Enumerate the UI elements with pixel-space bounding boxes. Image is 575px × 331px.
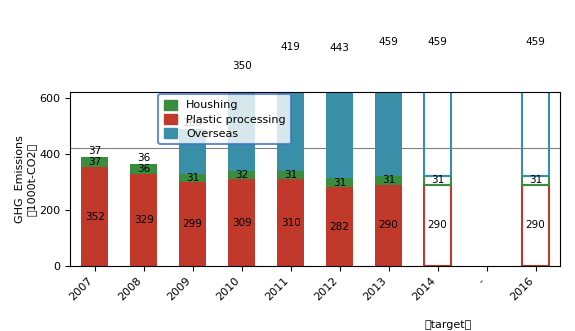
Text: （target）: （target） xyxy=(425,320,472,330)
Bar xyxy=(130,174,157,266)
Text: 31: 31 xyxy=(382,175,395,185)
Bar xyxy=(375,176,402,185)
Text: 290: 290 xyxy=(526,220,545,230)
Text: 299: 299 xyxy=(183,219,202,229)
Bar xyxy=(81,157,108,167)
Bar xyxy=(277,53,304,170)
Bar xyxy=(228,179,255,266)
Bar xyxy=(522,176,549,185)
Bar xyxy=(424,176,451,185)
Text: 459: 459 xyxy=(428,36,447,46)
Bar xyxy=(375,48,402,176)
Bar xyxy=(326,187,353,266)
Text: 31: 31 xyxy=(186,173,200,183)
Bar xyxy=(228,72,255,170)
Bar xyxy=(81,167,108,266)
Text: 443: 443 xyxy=(329,43,350,53)
Text: 282: 282 xyxy=(329,221,350,231)
Text: 290: 290 xyxy=(379,220,398,230)
Text: 459: 459 xyxy=(379,36,398,46)
Text: 350: 350 xyxy=(232,62,251,71)
Text: 459: 459 xyxy=(526,36,546,46)
Text: 36: 36 xyxy=(137,153,150,163)
Bar xyxy=(130,164,157,174)
Text: 31: 31 xyxy=(431,175,444,185)
Bar xyxy=(179,182,206,266)
Text: 352: 352 xyxy=(85,212,105,222)
Bar xyxy=(326,178,353,187)
Text: 329: 329 xyxy=(134,215,154,225)
Bar xyxy=(424,48,451,176)
Bar xyxy=(522,185,549,266)
Bar xyxy=(375,185,402,266)
Text: 290: 290 xyxy=(428,220,447,230)
Bar xyxy=(277,170,304,179)
Bar xyxy=(277,179,304,266)
Bar xyxy=(179,173,206,182)
Text: 31: 31 xyxy=(333,178,346,188)
Text: 37: 37 xyxy=(88,157,101,167)
Y-axis label: GHG  Emissions
（1000t-CO2）: GHG Emissions （1000t-CO2） xyxy=(15,135,37,223)
Text: 32: 32 xyxy=(235,170,248,180)
Legend: Houshing, Plastic processing, Overseas: Houshing, Plastic processing, Overseas xyxy=(158,94,292,144)
Text: 160: 160 xyxy=(183,118,202,128)
Text: 309: 309 xyxy=(232,218,251,228)
Bar xyxy=(326,54,353,178)
Bar xyxy=(179,129,206,173)
Bar xyxy=(228,170,255,179)
Text: 31: 31 xyxy=(284,170,297,180)
Text: 419: 419 xyxy=(281,42,301,52)
Text: 310: 310 xyxy=(281,217,301,228)
Text: 37: 37 xyxy=(88,146,101,156)
Bar xyxy=(424,185,451,266)
Text: 36: 36 xyxy=(137,164,150,174)
Bar xyxy=(522,48,549,176)
Text: 31: 31 xyxy=(529,175,542,185)
